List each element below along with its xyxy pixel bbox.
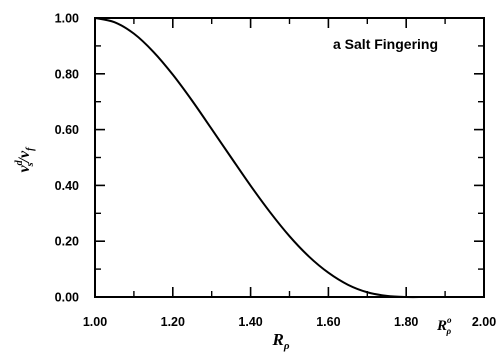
y-tick-label: 0.20	[55, 235, 79, 249]
annotation-label: a Salt Fingering	[333, 36, 438, 52]
y-tick-label: 0.80	[55, 67, 79, 81]
y-tick-label: 1.00	[55, 12, 79, 26]
y-tick-label: 0.00	[55, 291, 79, 305]
x-tick-label: 1.40	[238, 315, 262, 329]
plot-frame	[94, 17, 485, 298]
x-tick-label: 1.00	[83, 315, 107, 329]
x-tick-label: 1.60	[316, 315, 340, 329]
major-ticks	[94, 17, 485, 298]
x-tick-label: 2.00	[472, 315, 496, 329]
x-tick-label: 1.20	[161, 315, 185, 329]
minor-ticks	[95, 18, 484, 297]
x-axis-title: Rρ	[271, 330, 289, 352]
x-tick-label: 1.80	[394, 315, 418, 329]
y-axis-title: νds/νf	[14, 146, 36, 173]
y-tick-label: 0.60	[55, 123, 79, 137]
x-marker-label: Ro ρ	[436, 315, 452, 336]
data-curve	[94, 17, 446, 299]
y-tick-label: 0.40	[55, 179, 79, 193]
tick-labels: 1.00 1.20 1.40 1.60 1.80 2.00 0.00 0.20 0.40 0.60…	[55, 12, 497, 330]
